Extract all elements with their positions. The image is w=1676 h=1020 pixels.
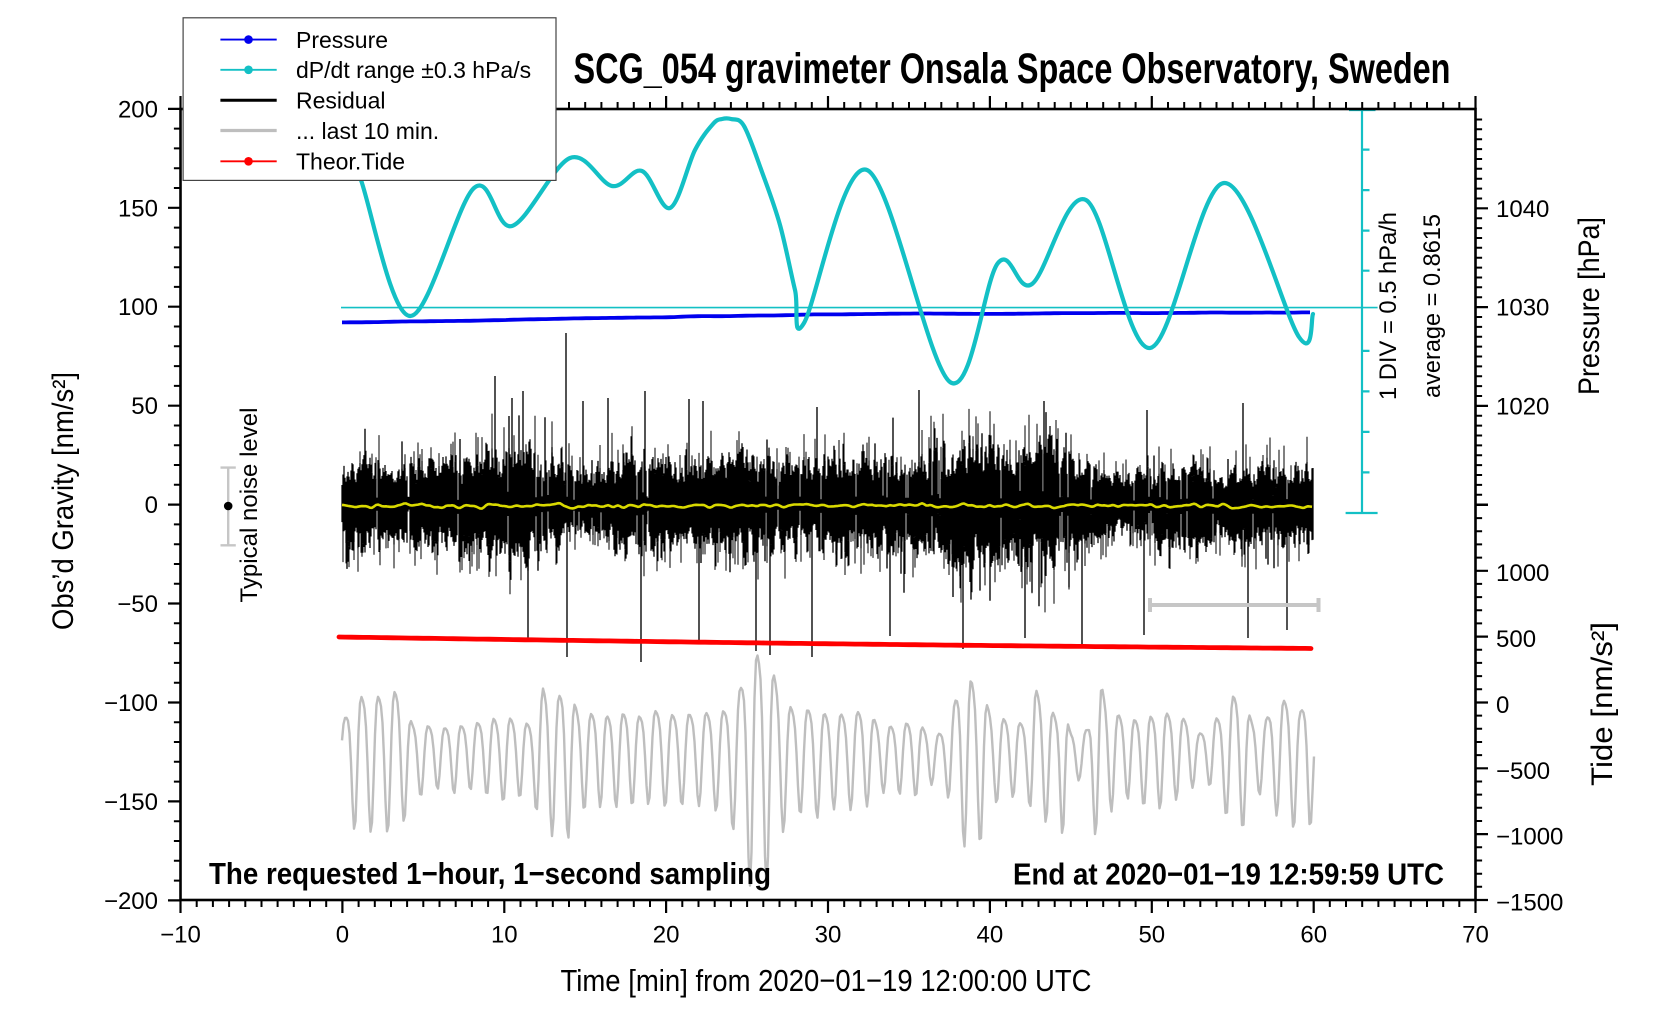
svg-text:40: 40 — [977, 922, 1004, 949]
svg-text:SCG_054 gravimeter Onsala Spac: SCG_054 gravimeter Onsala Space Observat… — [574, 45, 1451, 93]
svg-text:20: 20 — [653, 922, 680, 949]
svg-text:50: 50 — [1138, 922, 1165, 949]
svg-text:Pressure [hPa]: Pressure [hPa] — [1573, 217, 1606, 395]
svg-text:0: 0 — [1496, 692, 1509, 719]
svg-text:−500: −500 — [1496, 758, 1550, 785]
svg-text:Obs’d Gravity [nm/s²]: Obs’d Gravity [nm/s²] — [47, 372, 80, 630]
svg-text:60: 60 — [1300, 922, 1327, 949]
svg-text:−150: −150 — [104, 789, 158, 816]
svg-text:0: 0 — [336, 922, 349, 949]
svg-text:10: 10 — [491, 922, 518, 949]
svg-text:1000: 1000 — [1496, 560, 1549, 587]
svg-text:70: 70 — [1462, 922, 1489, 949]
svg-text:−1500: −1500 — [1496, 890, 1563, 917]
svg-text:200: 200 — [118, 96, 158, 123]
svg-text:Time [min] from 2020−01−19 12:: Time [min] from 2020−01−19 12:00:00 UTC — [561, 963, 1092, 998]
svg-text:1040: 1040 — [1496, 196, 1549, 223]
svg-text:Tide [nm/s²]: Tide [nm/s²] — [1586, 622, 1619, 786]
svg-text:Residual: Residual — [296, 88, 386, 114]
svg-text:−1000: −1000 — [1496, 824, 1563, 851]
svg-text:dP/dt range ±0.3 hPa/s: dP/dt range ±0.3 hPa/s — [296, 57, 531, 83]
svg-text:End at 2020−01−19 12:59:59 UTC: End at 2020−01−19 12:59:59 UTC — [1013, 857, 1444, 892]
svg-text:150: 150 — [118, 195, 158, 222]
svg-text:... last 10 min.: ... last 10 min. — [296, 118, 439, 144]
svg-text:1020: 1020 — [1496, 393, 1549, 420]
svg-text:−100: −100 — [104, 690, 158, 717]
svg-text:1030: 1030 — [1496, 295, 1549, 322]
svg-text:500: 500 — [1496, 626, 1536, 653]
svg-text:average = 0.8615: average = 0.8615 — [1419, 214, 1446, 398]
svg-text:−10: −10 — [160, 922, 201, 949]
svg-text:30: 30 — [815, 922, 842, 949]
svg-text:100: 100 — [118, 294, 158, 321]
svg-text:The requested 1−hour, 1−second: The requested 1−hour, 1−second sampling — [209, 856, 771, 891]
svg-text:−200: −200 — [104, 888, 158, 915]
svg-text:50: 50 — [131, 393, 158, 420]
svg-text:Theor.Tide: Theor.Tide — [296, 149, 405, 175]
svg-text:Pressure: Pressure — [296, 27, 388, 53]
svg-text:1 DIV = 0.5 hPa/h: 1 DIV = 0.5 hPa/h — [1375, 212, 1402, 400]
svg-text:Typical noise level: Typical noise level — [236, 408, 263, 603]
svg-text:−50: −50 — [117, 591, 158, 618]
svg-text:0: 0 — [145, 492, 158, 519]
